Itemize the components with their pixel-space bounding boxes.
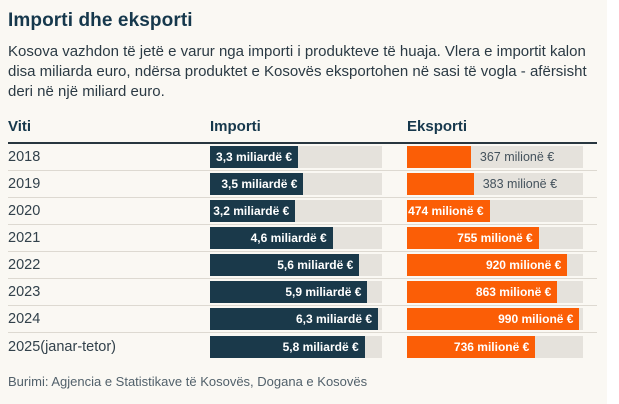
export-value-label-inside: 736 milionë € [453, 339, 530, 354]
export-value-label-inside: 920 milionë € [485, 258, 562, 272]
year-label: 2024 [8, 311, 41, 327]
import-cell: 3,2 miliardë € [210, 200, 407, 222]
export-bar: 474 milionë € [407, 200, 490, 222]
import-bar-track: 3,5 miliardë € [210, 173, 382, 195]
year-label: 2019 [8, 176, 41, 192]
import-bar-track: 5,6 miliardë € [210, 254, 382, 276]
import-value-label: 3,2 miliardë € [213, 204, 290, 218]
export-bar-track: 383 milionë € [407, 173, 583, 195]
export-bar: 990 milionë € [407, 308, 580, 330]
year-label: 2023 [8, 284, 41, 300]
export-cell: 367 milionë € [407, 146, 597, 168]
export-value-label-outside: 383 milionë € [482, 177, 558, 191]
import-cell: 3,5 miliardë € [210, 173, 407, 195]
year-label: 2022 [8, 257, 41, 273]
export-bar-track: 990 milionë € [407, 308, 583, 330]
export-bar-track: 755 milionë € [407, 227, 583, 249]
import-bar-track: 5,8 miliardë € [210, 335, 382, 358]
intro-paragraph: Kosova vazhdon të jetë e varur nga impor… [8, 43, 587, 100]
export-cell: 736 milionë € [407, 335, 597, 358]
import-value-label: 3,3 miliardë € [216, 150, 293, 164]
column-header-year: Viti [8, 118, 32, 135]
import-cell: 5,6 miliardë € [210, 254, 407, 276]
column-header-import: Importi [210, 118, 261, 135]
year-label: 2020 [8, 203, 41, 219]
import-cell: 6,3 miliardë € [210, 308, 407, 330]
export-cell: 383 milionë € [407, 173, 597, 195]
export-cell: 474 milionë € [407, 200, 597, 222]
export-bar-track: 920 milionë € [407, 254, 583, 276]
export-cell: 863 milionë € [407, 281, 597, 303]
column-header-export: Eksporti [407, 118, 468, 135]
export-value-label-inside: 863 milionë € [475, 285, 552, 299]
import-bar-track: 3,2 miliardë € [210, 200, 382, 222]
table-header: Viti Importi Eksporti [8, 118, 597, 144]
table-row: 2020 3,2 miliardë € 474 milionë € [8, 198, 597, 225]
import-value-label: 5,8 miliardë € [282, 339, 359, 354]
import-bar: 3,3 miliardë € [210, 146, 299, 168]
year-label: 2021 [8, 230, 41, 246]
import-bar: 4,6 miliardë € [210, 227, 333, 249]
export-value-label-inside: 474 milionë € [408, 204, 484, 218]
import-bar-track: 5,9 miliardë € [210, 281, 382, 303]
import-bar: 5,8 miliardë € [210, 335, 365, 358]
export-bar: 920 milionë € [407, 254, 568, 276]
import-cell: 3,3 miliardë € [210, 146, 407, 168]
import-bar-track: 4,6 miliardë € [210, 227, 382, 249]
export-cell: 755 milionë € [407, 227, 597, 249]
export-cell: 990 milionë € [407, 308, 597, 330]
source-note: Burimi: Agjencia e Statistikave të Kosov… [8, 374, 368, 389]
export-bar-track: 736 milionë € [407, 335, 583, 358]
import-value-label: 3,5 miliardë € [221, 177, 298, 191]
table-row: 2024 6,3 miliardë € 990 milionë € [8, 306, 597, 333]
import-bar-track: 3,3 miliardë € [210, 146, 382, 168]
table-row: 2022 5,6 miliardë € 920 milionë € [8, 252, 597, 279]
import-bar: 5,6 miliardë € [210, 254, 360, 276]
export-bar: 755 milionë € [407, 227, 539, 249]
export-bar-track: 474 milionë € [407, 200, 583, 222]
import-value-label: 4,6 miliardë € [250, 231, 327, 245]
export-bar-track: 863 milionë € [407, 281, 583, 303]
import-value-label: 5,6 miliardë € [277, 258, 354, 272]
export-bar-track: 367 milionë € [407, 146, 583, 168]
export-bar: 736 milionë € [407, 335, 536, 358]
table-row: 2021 4,6 miliardë € 755 milionë € [8, 225, 597, 252]
import-bar-track: 6,3 miliardë € [210, 308, 382, 330]
export-bar [407, 146, 471, 168]
export-value-label-inside: 755 milionë € [457, 231, 533, 245]
table-row: 2025(janar-tetor) 5,8 miliardë € 736 mil… [8, 333, 597, 360]
import-cell: 4,6 miliardë € [210, 227, 407, 249]
table-row: 2018 3,3 miliardë € 367 milionë € [8, 144, 597, 171]
import-bar: 3,5 miliardë € [210, 173, 304, 195]
import-bar: 3,2 miliardë € [210, 200, 296, 222]
page-title: Importi dhe eksporti [8, 10, 193, 31]
import-value-label: 5,9 miliardë € [285, 285, 362, 299]
table-row: 2019 3,5 miliardë € 383 milionë € [8, 171, 597, 198]
export-value-label-outside: 367 milionë € [479, 150, 555, 164]
export-bar: 863 milionë € [407, 281, 558, 303]
rows: 2018 3,3 miliardë € 367 milionë € 2019 3… [8, 144, 597, 360]
year-label: 2018 [8, 149, 41, 165]
import-cell: 5,9 miliardë € [210, 281, 407, 303]
import-value-label: 6,3 miliardë € [295, 312, 373, 326]
export-bar [407, 173, 474, 195]
table-row: 2023 5,9 miliardë € 863 milionë € [8, 279, 597, 306]
year-label: 2025(janar-tetor) [8, 338, 116, 355]
import-cell: 5,8 miliardë € [210, 335, 407, 358]
import-bar: 6,3 miliardë € [210, 308, 379, 330]
export-cell: 920 milionë € [407, 254, 597, 276]
import-bar: 5,9 miliardë € [210, 281, 368, 303]
export-value-label-inside: 990 milionë € [498, 312, 574, 326]
